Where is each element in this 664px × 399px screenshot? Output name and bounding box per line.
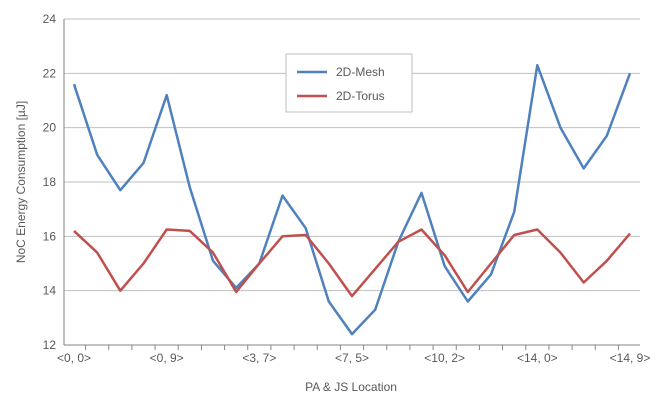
x-tick-label: <14, 9>	[610, 351, 651, 365]
y-tick-label: 18	[43, 175, 57, 189]
x-tick-label: <7, 5>	[335, 351, 369, 365]
x-tick-label: <3, 7>	[242, 351, 276, 365]
y-tick-label: 20	[43, 121, 57, 135]
legend-label-2d-torus: 2D-Torus	[336, 89, 385, 103]
y-tick-label: 22	[43, 66, 57, 80]
series-line-2d-torus	[73, 228, 631, 298]
legend-label-2d-mesh: 2D-Mesh	[336, 65, 385, 79]
axes	[63, 19, 640, 350]
y-tick-label: 16	[43, 229, 57, 243]
y-tick-label: 12	[43, 338, 57, 352]
x-tick-label: <14, 0>	[517, 351, 558, 365]
x-tick-label: <10, 2>	[424, 351, 465, 365]
y-axis-title: NoC Energy Consumption [µJ]	[14, 101, 28, 263]
legend: 2D-Mesh 2D-Torus	[285, 53, 413, 113]
x-tick-labels: <0, 0> <0, 9> <3, 7> <7, 5> <10, 2> <14, 0> <1…	[57, 351, 650, 365]
x-axis-title: PA & JS Location	[305, 380, 397, 394]
y-tick-label: 14	[43, 284, 57, 298]
series-lines	[72, 63, 632, 336]
y-tick-label: 24	[43, 12, 57, 26]
x-tick-label: <0, 0>	[57, 351, 91, 365]
y-tick-labels: 12 14 16 18 20 22 24	[43, 12, 57, 352]
legend-box	[285, 53, 413, 113]
x-tick-label: <0, 9>	[150, 351, 184, 365]
series-line-2d-mesh	[72, 63, 632, 336]
